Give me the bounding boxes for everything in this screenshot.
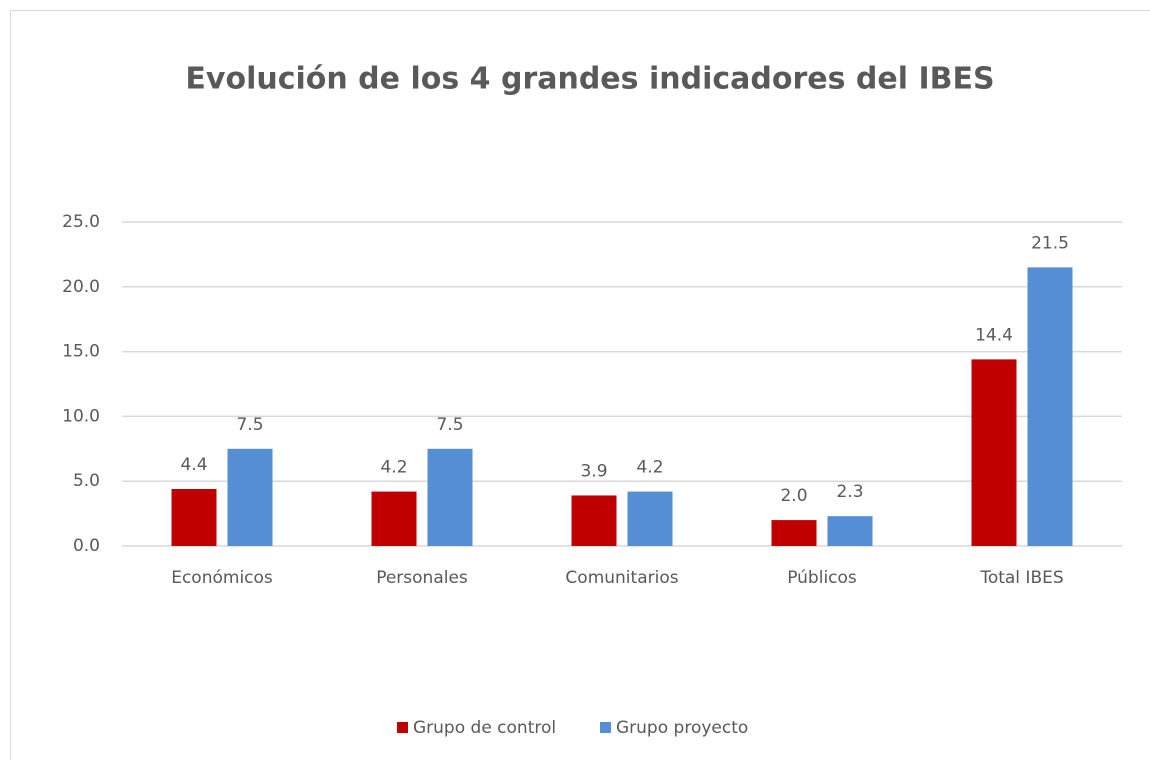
data-label: 4.4 bbox=[180, 455, 207, 475]
bar bbox=[1027, 267, 1073, 546]
data-label: 4.2 bbox=[636, 458, 663, 478]
x-tick-label: Total IBES bbox=[979, 568, 1063, 588]
legend-label: Grupo de control bbox=[413, 718, 556, 738]
y-tick-label: 25.0 bbox=[62, 212, 100, 232]
bar bbox=[227, 448, 273, 546]
legend-label: Grupo proyecto bbox=[616, 718, 748, 738]
data-label: 7.5 bbox=[236, 415, 263, 435]
bar bbox=[571, 495, 617, 546]
data-label: 2.3 bbox=[836, 482, 863, 502]
bar bbox=[827, 516, 873, 546]
chart-title: Evolución de los 4 grandes indicadores d… bbox=[185, 62, 994, 97]
data-label: 3.9 bbox=[580, 461, 607, 481]
bar bbox=[971, 359, 1017, 546]
chart-border bbox=[10, 10, 1150, 760]
bar bbox=[171, 488, 217, 546]
y-tick-label: 0.0 bbox=[73, 536, 100, 556]
bar bbox=[427, 448, 473, 546]
data-label: 21.5 bbox=[1031, 233, 1069, 253]
y-tick-label: 15.0 bbox=[62, 342, 100, 362]
x-tick-label: Económicos bbox=[171, 568, 273, 588]
bar bbox=[627, 491, 673, 546]
data-label: 2.0 bbox=[780, 486, 807, 506]
legend-swatch bbox=[397, 722, 408, 733]
y-tick-label: 10.0 bbox=[62, 406, 100, 426]
data-label: 14.4 bbox=[975, 325, 1013, 345]
y-tick-label: 20.0 bbox=[62, 277, 100, 297]
x-tick-label: Comunitarios bbox=[565, 568, 678, 588]
x-tick-label: Públicos bbox=[787, 568, 857, 588]
bar bbox=[371, 491, 417, 546]
bar bbox=[771, 520, 817, 546]
y-tick-label: 5.0 bbox=[73, 471, 100, 491]
data-label: 4.2 bbox=[380, 458, 407, 478]
data-label: 7.5 bbox=[436, 415, 463, 435]
x-tick-label: Personales bbox=[376, 568, 468, 588]
legend-swatch bbox=[600, 722, 611, 733]
